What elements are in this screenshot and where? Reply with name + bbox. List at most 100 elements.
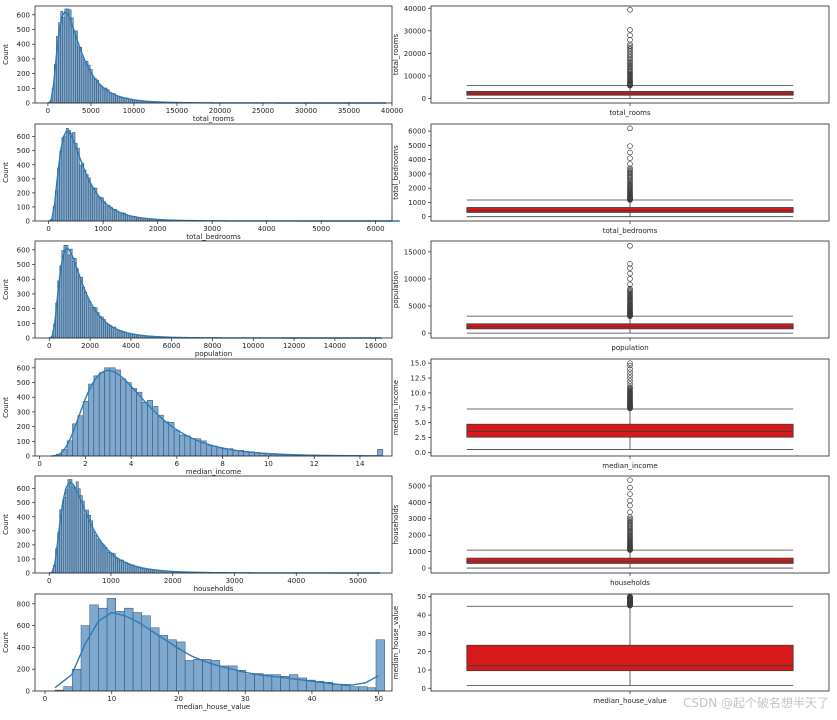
histogram-bar: [112, 328, 114, 338]
histogram-bar: [79, 165, 81, 221]
histogram-bar: [115, 558, 117, 573]
x-tick-label: 0: [47, 577, 51, 585]
y-axis-label: Count: [2, 279, 10, 300]
outlier-point: [628, 510, 633, 515]
histogram-bar: [109, 92, 111, 103]
outlier-point: [628, 271, 633, 276]
histogram-bar: [118, 97, 120, 103]
y-tick-label: 30000: [404, 27, 426, 35]
outlier-point: [628, 150, 633, 155]
histogram-bar: [118, 331, 120, 338]
histogram-bar: [118, 560, 120, 573]
histogram-bar: [99, 316, 101, 338]
x-tick-label: 0: [46, 107, 50, 115]
histogram-bar: [111, 553, 113, 573]
histogram-bar: [158, 415, 163, 456]
y-tick-label: 200: [17, 666, 30, 674]
y-tick-label: 15.0: [410, 360, 426, 368]
histogram-bar: [359, 687, 368, 691]
histogram-bar: [75, 143, 77, 221]
histogram-bar: [289, 675, 298, 691]
outlier-point: [628, 243, 633, 248]
histogram-bar: [142, 402, 147, 456]
histogram-bar: [97, 539, 99, 573]
histogram-bar: [341, 686, 350, 691]
histogram-bar: [64, 687, 73, 691]
histogram-bar: [185, 660, 194, 691]
histogram-bar: [124, 608, 133, 691]
x-tick-label: 2: [83, 460, 87, 468]
y-axis-label: total_rooms: [392, 34, 400, 76]
x-axis-label: median_house_value: [177, 703, 250, 711]
y-tick-label: 500: [17, 499, 30, 507]
histogram-bar: [126, 383, 131, 456]
histogram-bar: [94, 376, 99, 456]
x-tick-label: 12000: [283, 342, 305, 350]
x-axis-label: households: [194, 585, 234, 593]
y-tick-label: 0: [422, 95, 426, 103]
y-tick-label: 40: [417, 612, 426, 620]
histogram-bar: [78, 489, 80, 573]
x-tick-label: 10000: [242, 342, 264, 350]
histogram-bar: [105, 368, 110, 456]
histogram-bar: [78, 47, 80, 103]
x-tick-label: 4: [129, 460, 134, 468]
x-tick-label: 0: [43, 695, 47, 703]
x-tick-label: 2000: [81, 342, 99, 350]
histogram-bar: [76, 482, 78, 573]
histogram-bar: [185, 436, 190, 456]
histogram-bar: [377, 449, 382, 456]
subplot-boxplot-median_income: median_income0.02.55.07.510.012.515.0med…: [392, 359, 829, 470]
y-tick-label: 1000: [408, 199, 426, 207]
histogram-bar: [112, 209, 114, 221]
histogram-bar: [82, 163, 84, 221]
histogram-bar: [99, 541, 101, 573]
y-axis-label: median_income: [392, 380, 400, 435]
histogram-bar: [72, 669, 81, 691]
histogram-bar: [104, 202, 106, 221]
histogram-bar: [99, 197, 101, 221]
histogram-bar: [85, 292, 87, 338]
box-iqr: [467, 207, 793, 212]
y-tick-label: 10000: [404, 275, 426, 283]
outlier-point: [628, 478, 633, 483]
histogram-bar: [255, 674, 264, 691]
x-tick-label: 3000: [203, 225, 221, 233]
histogram-bar: [217, 447, 222, 456]
histogram-bar: [64, 497, 66, 573]
y-tick-label: 5000: [408, 303, 426, 311]
histogram-bar: [367, 688, 376, 691]
x-tick-label: 5000: [349, 577, 367, 585]
x-tick-label: 5000: [82, 107, 100, 115]
box-iqr: [467, 558, 793, 563]
histogram-bar: [97, 196, 99, 221]
y-axis-label: Count: [2, 514, 10, 535]
histogram-bar: [194, 659, 203, 691]
histogram-bar: [95, 535, 97, 573]
histogram-bar: [111, 93, 113, 103]
histogram-bar: [77, 148, 79, 221]
histogram-bar: [88, 384, 93, 456]
y-tick-label: 40000: [404, 5, 426, 13]
histogram-bar: [121, 379, 126, 456]
y-tick-label: 30: [417, 630, 426, 638]
outlier-point: [628, 277, 633, 282]
y-tick-label: 200: [17, 70, 30, 78]
watermark: CSDN @起个破名想半天了: [683, 694, 829, 711]
histogram-bar: [106, 206, 108, 221]
histogram-bar: [66, 489, 68, 573]
x-axis-label: population: [195, 350, 232, 358]
y-tick-label: 7.5: [415, 404, 426, 412]
y-tick-label: 20: [417, 648, 426, 656]
histogram-bar: [84, 514, 86, 573]
x-axis-label: households: [610, 579, 650, 587]
x-tick-label: 15000: [166, 107, 188, 115]
x-axis-label: population: [611, 344, 648, 352]
histogram-bar: [222, 449, 227, 456]
x-tick-label: 20000: [209, 107, 231, 115]
x-tick-label: 30000: [295, 107, 317, 115]
histogram-bar: [350, 687, 359, 691]
subplot-boxplot-total_rooms: total_rooms010000200003000040000total_ro…: [392, 5, 829, 117]
y-tick-label: 600: [17, 622, 30, 630]
x-tick-label: 2000: [149, 225, 167, 233]
